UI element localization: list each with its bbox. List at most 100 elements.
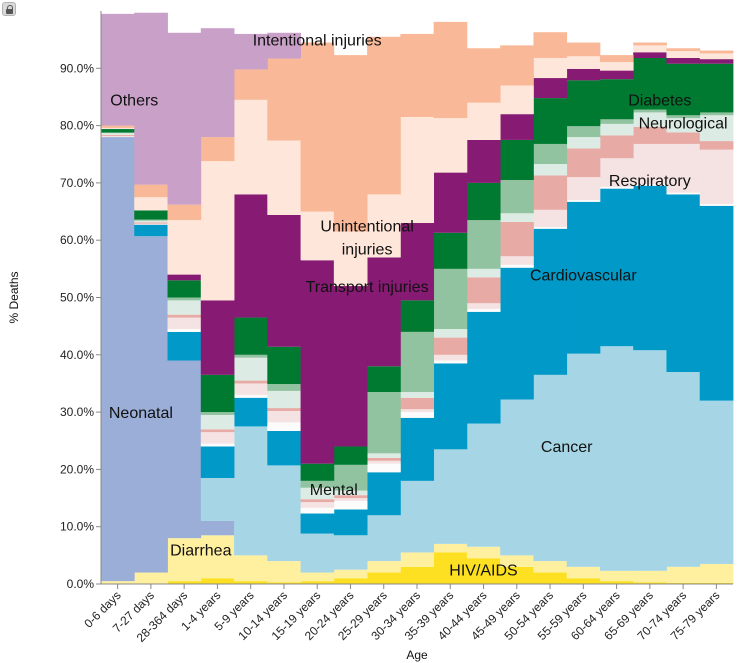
segment-chronic_resp-14 (566, 148, 601, 178)
segment-transport-18 (699, 59, 734, 64)
series-bands (101, 12, 734, 584)
segment-respiratory-1 (134, 223, 168, 225)
category-label: Transport injuries (306, 279, 429, 296)
segment-unintentional-9 (400, 117, 435, 224)
segment-cardiovascular-4 (234, 397, 268, 427)
segment-transport-14 (566, 68, 601, 81)
segment-respiratory-12 (500, 256, 534, 265)
segment-unintentional-17 (666, 51, 701, 58)
segment-mental-10 (433, 360, 468, 364)
segment-transport-3 (200, 300, 235, 375)
segment-diabetes-1 (134, 210, 168, 220)
segment-cardiovascular-15 (599, 188, 634, 347)
segment-diabetes-5 (267, 346, 301, 385)
segment-unintentional-12 (500, 85, 534, 115)
segment-digestive-3 (200, 414, 235, 430)
segment-unintentional-10 (433, 118, 468, 173)
segment-cancer-13 (533, 374, 568, 562)
segment-transport-4 (234, 194, 268, 318)
segment-kidney-11 (466, 220, 501, 269)
segment-intentional-6 (300, 42, 335, 212)
segment-digestive-12 (500, 213, 534, 222)
segment-diarrhea-16 (633, 570, 667, 583)
segment-hiv-12 (500, 566, 534, 584)
segment-cardiovascular-9 (400, 417, 435, 481)
segment-intentional-0 (101, 125, 135, 128)
segment-cancer-11 (466, 423, 501, 547)
segment-diabetes-13 (533, 98, 568, 144)
segment-digestive-5 (267, 390, 301, 409)
segment-neonatal-3 (200, 520, 235, 536)
segment-intentional-11 (466, 48, 501, 103)
category-label: Diarrhea (170, 542, 231, 559)
segment-diarrhea-6 (300, 572, 335, 582)
segment-intentional-14 (566, 42, 601, 57)
segment-kidney-8 (367, 392, 401, 454)
segment-respiratory-8 (367, 460, 401, 464)
segment-kidney-15 (599, 119, 634, 124)
segment-digestive-7 (333, 490, 368, 496)
segment-hiv-5 (267, 582, 301, 584)
segment-cancer-16 (633, 350, 667, 571)
segment-digestive-15 (599, 123, 634, 136)
segment-kidney-12 (500, 180, 534, 214)
segment-cardiovascular-5 (267, 431, 301, 466)
segment-digestive-16 (633, 112, 667, 127)
segment-kidney-13 (533, 143, 568, 164)
lock-icon[interactable] (2, 2, 16, 16)
segment-hiv-6 (300, 581, 335, 584)
segment-hiv-2 (167, 581, 202, 584)
segment-chronic_resp-1 (134, 222, 168, 224)
segment-diarrhea-18 (699, 563, 734, 583)
y-tick-label: 40.0% (60, 348, 94, 362)
segment-cardiovascular-8 (367, 472, 401, 516)
segment-hiv-18 (699, 582, 734, 584)
segment-unintentional-18 (699, 53, 734, 60)
segment-unintentional-13 (533, 57, 568, 79)
segment-unintentional-7 (333, 231, 368, 287)
segment-diarrhea-3 (200, 535, 235, 579)
segment-unintentional-6 (300, 211, 335, 261)
segment-others-3 (200, 28, 235, 138)
y-axis: 0.0% 10.0% 20.0% 30.0% 40.0% 50.0% 60.0% 70.0% 8… (60, 11, 102, 591)
segment-diabetes-12 (500, 139, 534, 181)
segment-cardiovascular-3 (200, 446, 235, 478)
y-tick-label: 90.0% (60, 61, 94, 75)
segment-diabetes-18 (699, 63, 734, 113)
segment-transport-9 (400, 223, 435, 301)
segment-cancer-5 (267, 465, 301, 562)
segment-diarrhea-8 (367, 561, 401, 573)
segment-respiratory-3 (200, 432, 235, 444)
segment-digestive-1 (134, 220, 168, 223)
segment-cardiovascular-13 (533, 228, 568, 375)
segment-kidney-0 (101, 132, 135, 134)
segment-diabetes-17 (666, 63, 701, 116)
segment-others-1 (134, 12, 168, 185)
segment-others-2 (167, 32, 202, 205)
y-tick-label: 50.0% (60, 291, 94, 305)
segment-kidney-16 (633, 109, 667, 113)
segment-diarrhea-7 (333, 569, 368, 579)
segment-diabetes-8 (367, 366, 401, 393)
segment-cardiovascular-18 (699, 205, 734, 401)
segment-kidney-18 (699, 112, 734, 116)
segment-unintentional-14 (566, 56, 601, 69)
y-tick-label: 70.0% (60, 176, 94, 190)
y-tick-label: 20.0% (60, 462, 94, 476)
category-label: HIV/AIDS (449, 562, 517, 579)
segment-mental-7 (333, 500, 368, 510)
segment-cardiovascular-10 (433, 363, 468, 450)
segment-intentional-2 (167, 204, 202, 221)
segment-cancer-17 (666, 371, 701, 567)
segment-respiratory-11 (466, 303, 501, 309)
y-tick-label: 60.0% (60, 233, 94, 247)
segment-mental-14 (566, 200, 601, 202)
segment-mental-12 (500, 264, 534, 268)
segment-respiratory-10 (433, 354, 468, 361)
y-axis-title: % Deaths (7, 271, 21, 323)
segment-diabetes-16 (633, 57, 667, 110)
segment-digestive-9 (400, 392, 435, 398)
segment-chronic_resp-6 (300, 499, 335, 503)
